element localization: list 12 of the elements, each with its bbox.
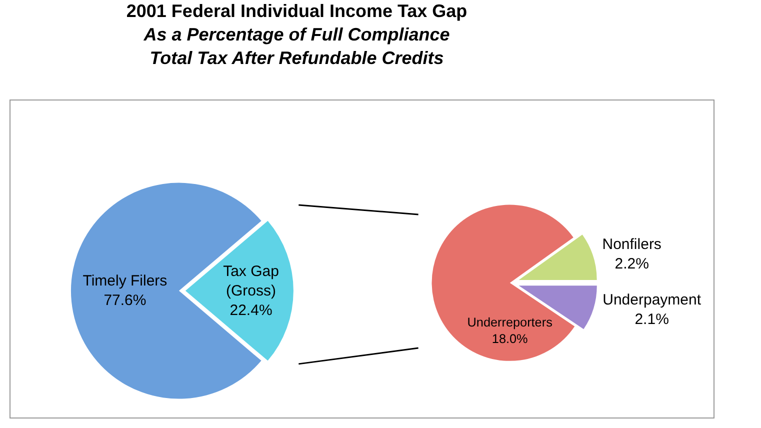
slice-label: Underreporters xyxy=(467,316,552,330)
data-label: 22.4% xyxy=(230,302,272,319)
data-label: 2.1% xyxy=(634,311,669,328)
slice-label: Timely Filers xyxy=(82,272,168,290)
slice-label: Nonfilers xyxy=(602,236,662,254)
data-label: 77.6% xyxy=(104,292,146,310)
chart-subtitle: As a Percentage of Full Compliance Total Tax After Refundable Credits xyxy=(142,24,450,68)
chart-title: 2001 Federal Individual Income Tax Gap xyxy=(126,1,468,22)
slice-label: Underpayment xyxy=(602,292,702,309)
slice-label: Tax Gap (Gross) xyxy=(223,262,279,300)
data-label: 2.2% xyxy=(614,256,649,273)
data-label: 18.0% xyxy=(492,332,528,346)
